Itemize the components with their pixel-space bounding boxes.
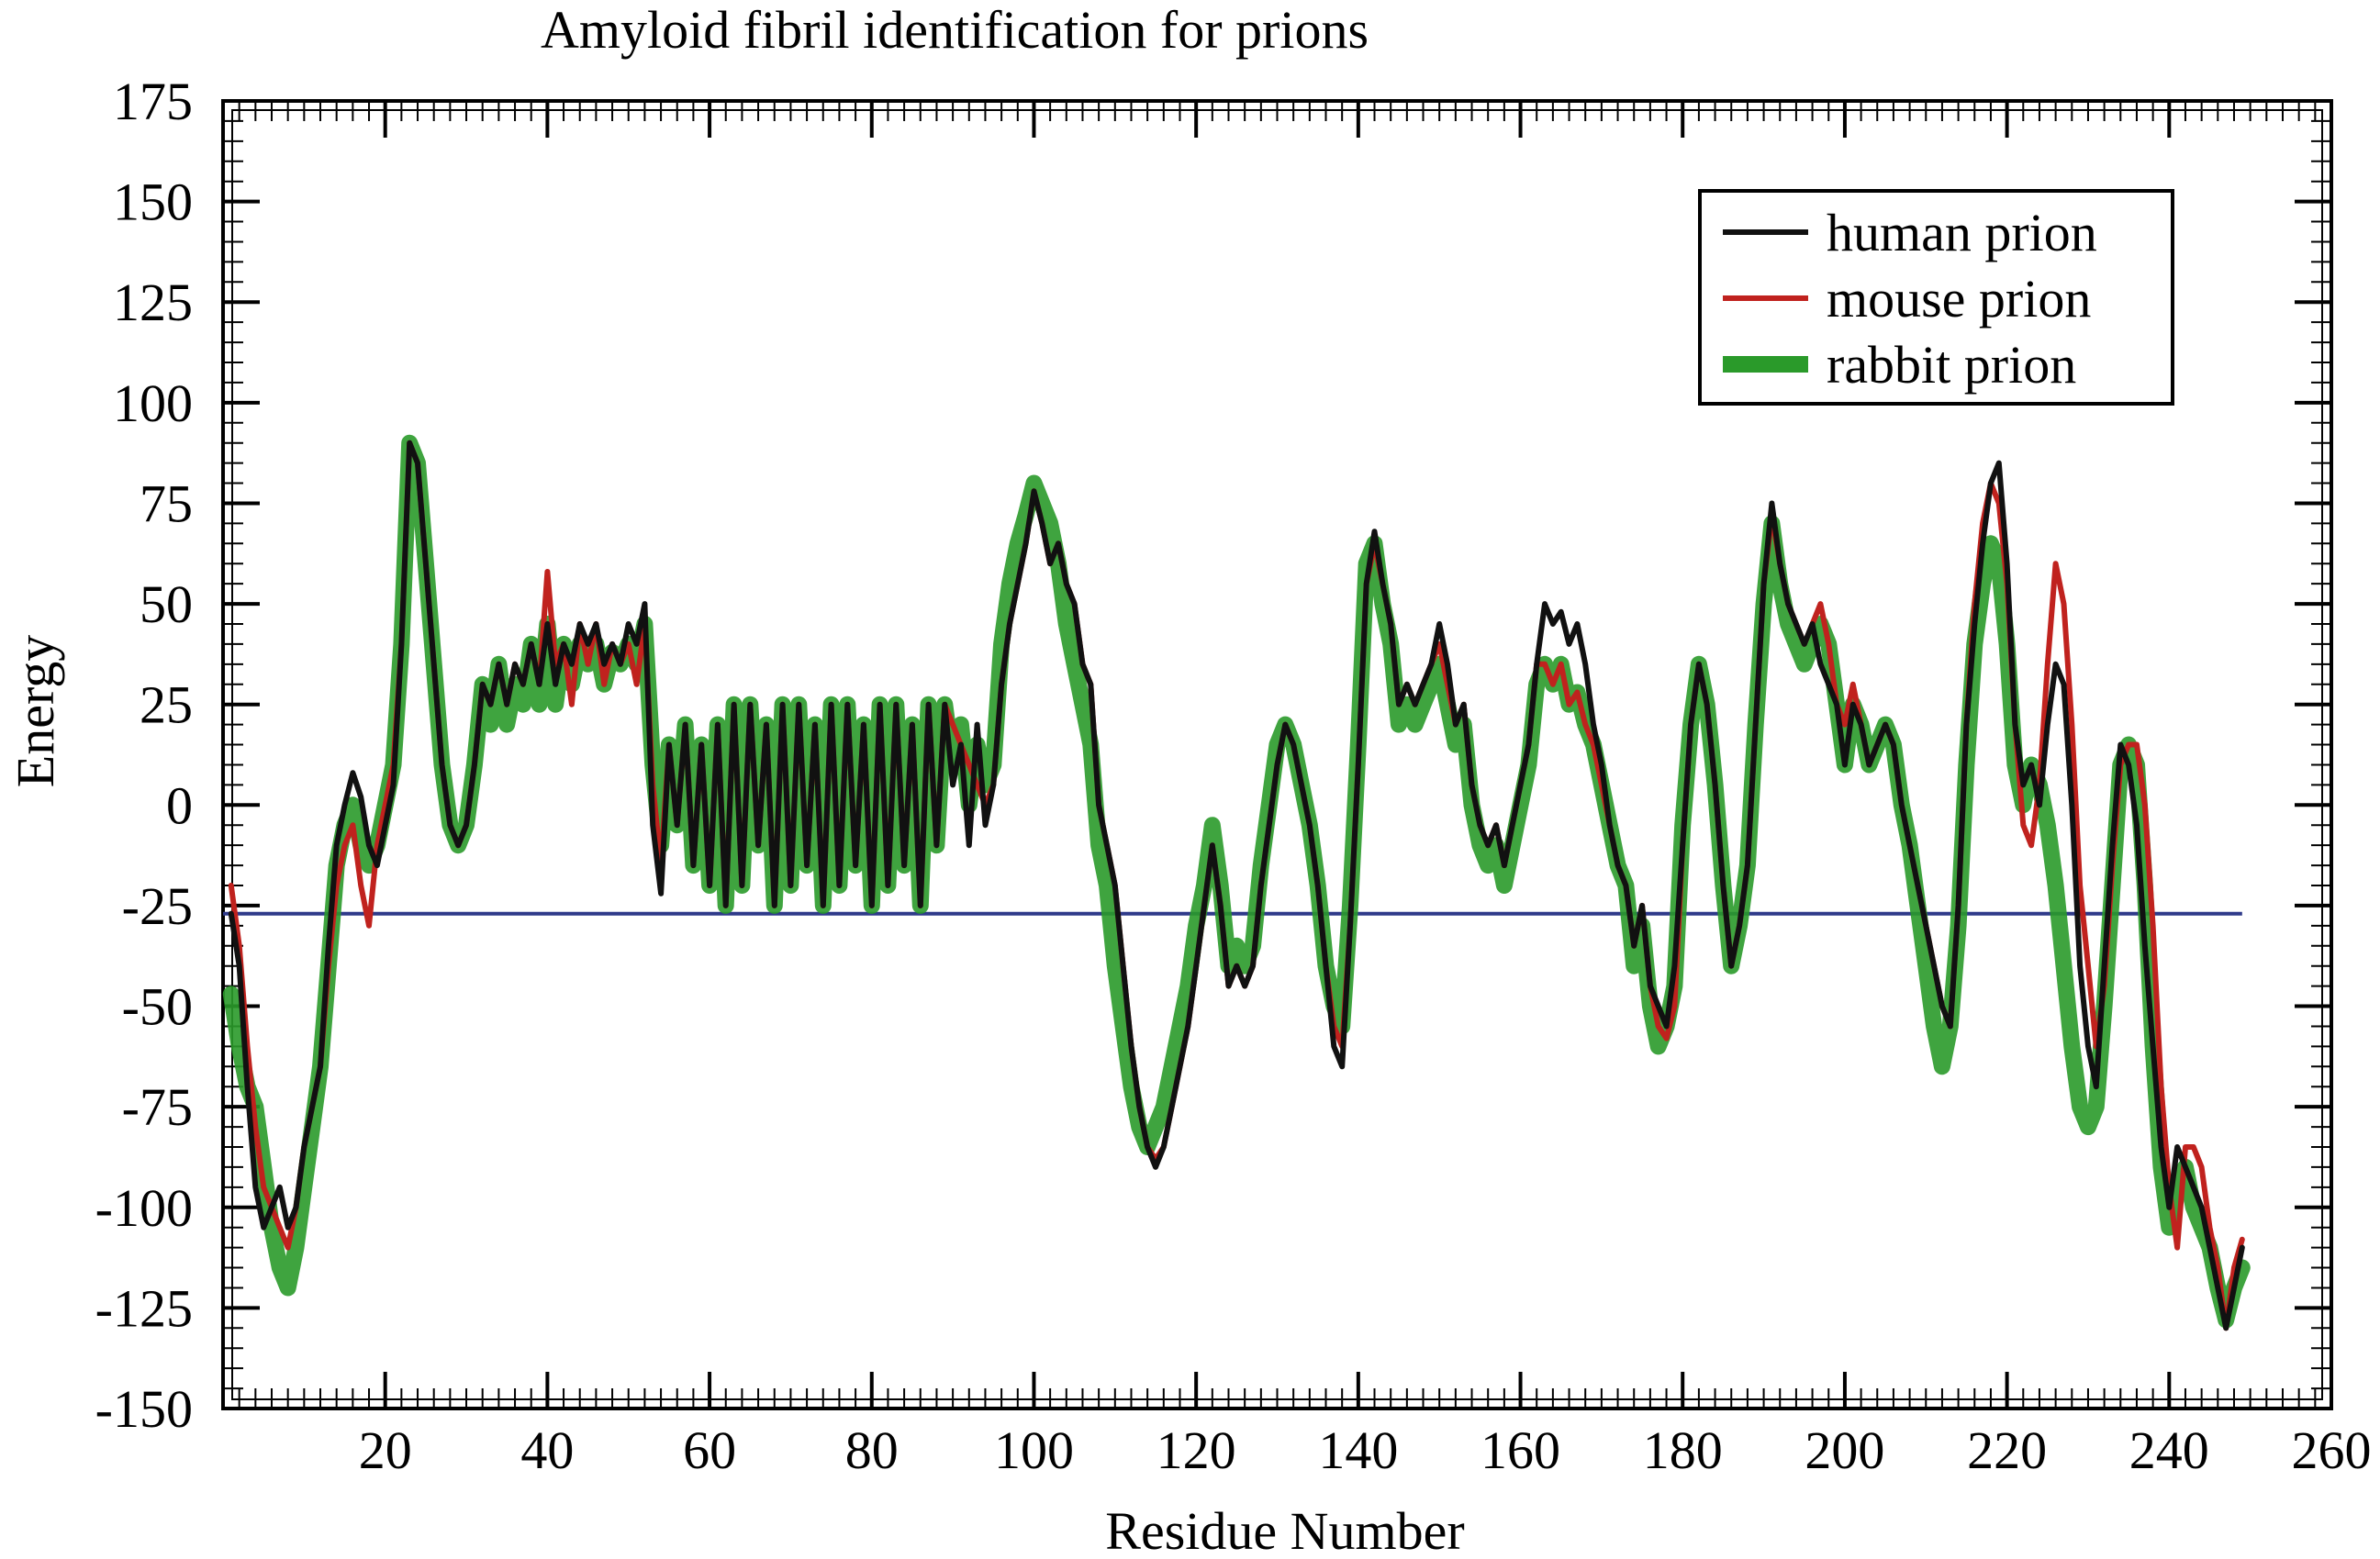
- x-tick-label: 140: [1318, 1420, 1398, 1480]
- x-tick-label: 20: [359, 1420, 412, 1480]
- legend-label: rabbit prion: [1827, 335, 2076, 395]
- y-tick-label: 75: [140, 473, 193, 533]
- x-tick-label: 220: [1967, 1420, 2047, 1480]
- y-axis-label: Energy: [6, 635, 65, 787]
- x-tick-label: 40: [520, 1420, 574, 1480]
- y-tick-label: -100: [95, 1178, 193, 1238]
- y-tick-label: 125: [113, 273, 193, 332]
- y-tick-label: 25: [140, 675, 193, 735]
- series-line-rabbit-prion: [222, 434, 2251, 1329]
- x-tick-label: 160: [1481, 1420, 1560, 1480]
- y-tick-label: -75: [122, 1077, 193, 1137]
- x-tick-label: 80: [845, 1420, 899, 1480]
- y-tick-label: -150: [95, 1379, 193, 1439]
- major-ticks: [223, 99, 2333, 1410]
- y-tick-labels: 175 150 125 100 75 50 25 0 -25 -50 -75 -100 -125 -150: [95, 72, 193, 1439]
- x-tick-labels: 20 40 60 80 100 120 140 160 180 200 220 240 260: [359, 1420, 2372, 1480]
- x-tick-label: 200: [1805, 1420, 1884, 1480]
- x-axis-label: Residue Number: [1105, 1501, 1464, 1559]
- y-tick-label: 0: [166, 775, 193, 835]
- x-tick-label: 60: [683, 1420, 736, 1480]
- series-line-human-prion: [228, 440, 2245, 1331]
- y-tick-label: 50: [140, 574, 193, 634]
- x-tick-label: 120: [1156, 1420, 1236, 1480]
- x-tick-label: 240: [2129, 1420, 2209, 1480]
- x-tick-label: 260: [2292, 1420, 2372, 1480]
- series-group: [222, 434, 2251, 1331]
- y-tick-label: -125: [95, 1278, 193, 1338]
- series-line-mouse-prion: [228, 440, 2245, 1331]
- x-tick-label: 100: [994, 1420, 1074, 1480]
- y-tick-label: -25: [122, 876, 193, 936]
- x-tick-label: 180: [1643, 1420, 1723, 1480]
- legend-label: mouse prion: [1827, 269, 2091, 329]
- y-tick-label: 150: [113, 173, 193, 232]
- y-tick-label: 100: [113, 373, 193, 433]
- chart-title: Amyloid fibril identification for prions: [541, 0, 1369, 60]
- y-tick-label: 175: [113, 72, 193, 131]
- y-tick-label: -50: [122, 977, 193, 1037]
- legend-label: human prion: [1827, 203, 2097, 262]
